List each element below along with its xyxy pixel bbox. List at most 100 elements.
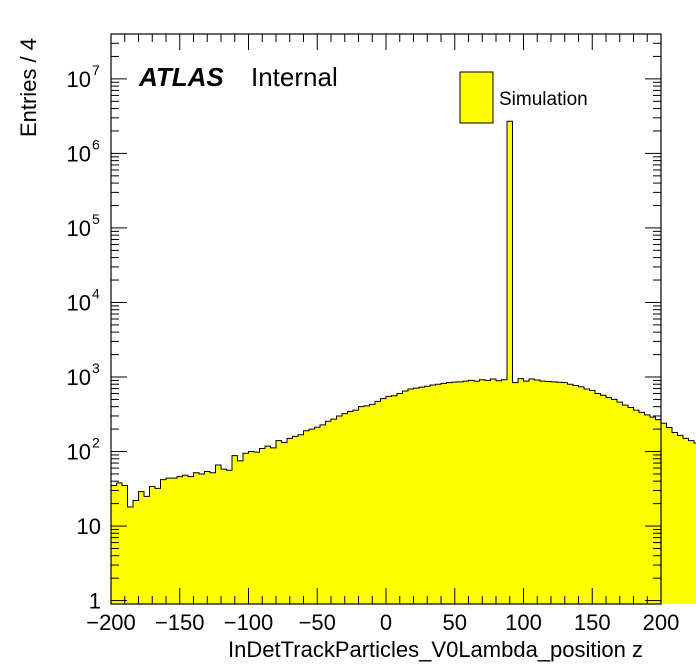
histogram-bin [166,478,172,604]
histogram-bin [336,415,343,604]
y-tick-label: 10 [67,290,91,315]
histogram-bin [237,460,244,604]
histogram-bin [215,464,222,604]
histogram-bin [446,382,453,604]
histogram-bin [210,472,216,604]
histogram-bin [133,500,139,604]
histogram-bin [391,395,398,604]
histogram-bin [193,472,200,604]
histogram-bin [507,121,513,605]
histogram-bin [523,381,530,604]
histogram-bin [287,438,293,604]
histogram-bin [490,378,497,604]
histogram-bin [672,432,678,604]
histogram-bin [529,378,535,604]
histogram-bin [562,382,568,604]
histogram-bin [457,381,464,604]
histogram-bin [496,380,502,604]
histogram-bin [171,478,178,604]
histogram-bin [683,438,689,604]
histogram-bin [661,423,667,604]
histogram-bin [655,419,662,604]
histogram-bin [540,381,546,604]
histogram-outline [110,120,696,604]
histogram-bin [111,485,117,604]
y-tick-label: 10 [77,514,101,539]
y-tick-exponent: 6 [92,136,100,152]
y-tick-exponent: 2 [92,435,100,451]
histogram-bin [226,470,233,604]
histogram-bin [694,443,696,604]
y-tick-exponent: 3 [92,360,100,376]
histogram-bin [435,384,442,604]
x-tick-label: 50 [443,610,467,635]
y-axis-title: Entries / 4 [16,38,41,137]
legend: Simulation [459,71,588,124]
histogram-bin [622,405,629,604]
histogram-bin [265,446,271,604]
histogram-bin [463,381,469,604]
histogram-bin [149,486,156,604]
histogram-bin [331,419,337,604]
histogram-bin [677,435,684,604]
histogram-bin [309,429,315,604]
histogram-bin [353,410,359,604]
legend-label-simulation: Simulation [499,89,588,110]
x-tick-label: −50 [299,610,336,635]
histogram-bin [116,482,123,604]
histogram-bin [375,401,381,604]
y-tick-label: 10 [67,440,91,465]
histogram-bin [122,485,128,604]
y-tick-exponent: 7 [92,62,100,78]
histogram-bin [650,417,656,604]
internal-label: Internal [251,62,338,92]
histogram-bin [518,378,524,604]
histogram-bin [688,440,695,604]
histogram-bin [342,413,348,604]
y-tick-label: 10 [67,67,91,92]
legend-swatch-simulation [459,71,494,124]
histogram-bin [232,455,238,604]
x-tick-label: 100 [505,610,542,635]
histogram-bin [276,440,282,604]
histogram-bin [325,421,332,604]
histogram-bin [380,398,387,604]
histogram-bin [204,471,211,604]
histogram-bin [633,410,640,604]
histogram-bin [155,488,161,604]
histogram-bin [221,469,227,604]
histogram-bin [512,382,519,604]
histogram-bin [419,387,425,604]
histogram-bin [639,412,645,604]
histogram-bin [534,380,541,604]
histogram-bin [441,383,447,604]
histogram-bin [551,381,557,604]
histogram-bin [611,399,618,604]
histogram-bin [199,473,205,604]
histogram-bin [303,430,310,604]
histogram-bin [138,491,145,604]
histogram-bin [474,381,480,604]
y-tick-label: 10 [67,141,91,166]
histogram-bin [452,382,458,604]
y-tick-exponent: 4 [92,285,100,301]
histogram-bin [259,448,266,604]
histogram-bin [485,380,491,604]
histogram-bin [248,451,255,604]
histogram-bin [281,442,288,604]
histogram-bin [606,397,612,604]
histogram-bin [292,436,299,604]
histogram-bin [573,385,579,604]
histogram-bin [424,386,431,604]
x-tick-label: −200 [86,610,136,635]
y-tick-exponent: 5 [92,211,100,227]
histogram-bin [617,402,623,604]
histogram-bin [402,390,409,604]
histogram-bin [144,496,150,604]
histogram-bin [589,390,596,604]
histogram-bin [584,389,590,604]
histogram-bin [127,507,134,604]
histogram-bin [567,384,574,604]
